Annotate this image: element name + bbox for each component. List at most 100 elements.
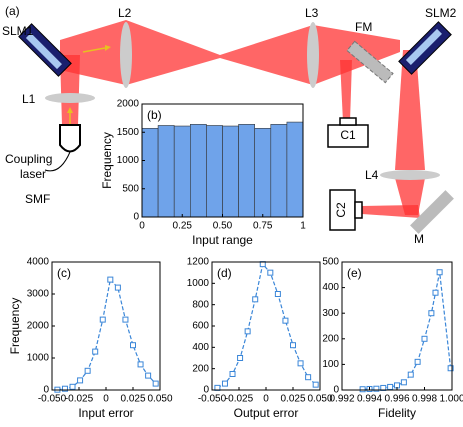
marker: [305, 374, 312, 381]
x-tick-label: 1: [300, 221, 306, 232]
beam: [395, 50, 425, 170]
x-tick-label: 0.998: [412, 394, 437, 405]
label: L3: [305, 6, 319, 20]
label: L2: [118, 6, 132, 20]
label: Coupling: [5, 152, 52, 166]
marker: [428, 310, 435, 317]
lens: [120, 22, 132, 88]
panel-label: (b): [147, 108, 162, 122]
marker: [421, 335, 428, 342]
marker: [274, 291, 281, 297]
y-axis-label: Frequency: [8, 298, 22, 355]
plot-area: [52, 262, 160, 390]
x-axis-label: Output error: [234, 406, 299, 420]
optical-setup: (a) SLM1 L2 L3 FM SLM2 L1 Coupling laser…: [2, 4, 457, 246]
x-tick-label: 0.50: [213, 221, 233, 232]
x-tick-label: 0.050: [307, 394, 332, 405]
camera: [354, 201, 363, 219]
marker: [252, 296, 259, 303]
marker: [221, 380, 228, 387]
y-tick-label: 1000: [27, 353, 50, 364]
arrow: [82, 47, 106, 53]
axes-frame: [51, 261, 161, 391]
marker: [145, 372, 152, 379]
x-tick-label: 0.050: [147, 394, 172, 405]
x-tick-label: 0.994: [357, 394, 382, 405]
beam: [60, 55, 80, 125]
x-tick-label: 0.025: [280, 394, 305, 405]
marker: [244, 328, 251, 335]
marker: [84, 367, 91, 374]
line: [217, 262, 317, 389]
y-tick-label: 1200: [187, 257, 210, 268]
panel-label: (c): [57, 266, 71, 280]
marker: [122, 316, 129, 323]
x-tick-label: 0: [139, 221, 145, 232]
lens: [45, 93, 95, 103]
fiber: [44, 151, 71, 172]
bar: [173, 125, 191, 218]
plot-area: [212, 262, 320, 390]
y-tick-label: 1000: [187, 278, 210, 289]
marker: [290, 342, 296, 349]
marker: [387, 383, 394, 390]
x-tick-label: -0.025: [65, 394, 94, 405]
marker: [61, 385, 68, 392]
y-tick-label: 0: [203, 385, 209, 396]
y-tick-label: 400: [322, 282, 339, 293]
y-tick-label: 400: [192, 342, 209, 353]
y-axis-label: Frequency: [100, 132, 114, 189]
y-tick-label: 2000: [117, 99, 140, 110]
arrow: [67, 107, 73, 113]
slm2: [398, 21, 452, 75]
label: C1: [340, 128, 356, 142]
bar: [141, 127, 159, 218]
marker: [432, 289, 439, 296]
marker: [414, 358, 421, 365]
label: SLM1: [2, 24, 34, 38]
bar: [222, 125, 239, 218]
axes-frame: [141, 103, 304, 218]
y-tick-label: 500: [122, 183, 139, 194]
x-tick-label: -0.025: [225, 394, 254, 405]
y-tick-label: 200: [192, 363, 209, 374]
x-tick-label: 0: [263, 394, 269, 405]
marker: [312, 381, 319, 388]
x-tick-label: 0.25: [173, 221, 193, 232]
arrow: [105, 45, 111, 51]
y-tick-label: 100: [322, 359, 339, 370]
x-tick-label: 1.000: [439, 394, 463, 405]
label: SLM2: [425, 6, 457, 20]
lens: [380, 170, 440, 180]
panel-label: (e): [347, 266, 362, 280]
label: C2: [334, 202, 348, 218]
x-tick-label: -0.050: [198, 394, 227, 405]
label: laser: [20, 167, 46, 181]
bar: [157, 125, 175, 218]
y-tick-label: 0: [133, 212, 139, 223]
panel-label: (d): [217, 266, 232, 280]
y-tick-label: 200: [322, 333, 339, 344]
marker: [107, 276, 114, 283]
x-tick-label: 0.025: [120, 394, 145, 405]
marker: [114, 284, 121, 291]
line: [57, 278, 157, 391]
y-tick-label: 3000: [27, 289, 50, 300]
x-tick-label: 0.996: [384, 394, 409, 405]
lens: [307, 22, 319, 88]
marker: [282, 317, 289, 324]
x-tick-label: 0: [103, 394, 109, 405]
marker: [130, 342, 136, 349]
y-tick-label: 500: [322, 257, 339, 268]
marker: [297, 360, 304, 367]
label: L1: [22, 92, 36, 106]
y-tick-label: 4000: [27, 257, 50, 268]
y-tick-label: 600: [192, 321, 209, 332]
marker: [137, 361, 144, 368]
label: FM: [355, 20, 372, 34]
bar: [190, 124, 207, 218]
x-tick-label: 0.992: [329, 394, 354, 405]
marker: [77, 377, 84, 384]
beam: [362, 205, 420, 218]
